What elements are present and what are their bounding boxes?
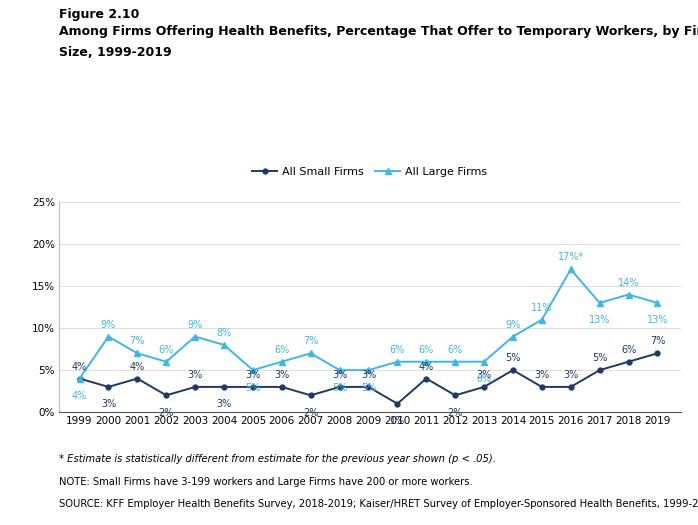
Text: 3%: 3%: [274, 370, 290, 380]
Text: 1%: 1%: [389, 416, 405, 426]
Text: 5%: 5%: [245, 383, 260, 393]
Text: 5%: 5%: [505, 353, 521, 363]
Text: 6%: 6%: [447, 345, 463, 355]
Text: 4%: 4%: [72, 391, 87, 401]
Text: 7%: 7%: [650, 337, 665, 347]
Text: 3%: 3%: [101, 400, 116, 410]
Text: 4%: 4%: [130, 362, 145, 372]
Text: 6%: 6%: [419, 345, 434, 355]
Text: 2%: 2%: [303, 408, 318, 418]
Text: Figure 2.10: Figure 2.10: [59, 8, 140, 21]
Text: 9%: 9%: [505, 320, 521, 330]
Text: 3%: 3%: [563, 370, 579, 380]
Text: 3%: 3%: [332, 370, 347, 380]
Text: 14%: 14%: [618, 278, 639, 288]
Text: 4%: 4%: [419, 362, 434, 372]
Text: 7%: 7%: [303, 337, 318, 347]
Text: 3%: 3%: [477, 370, 491, 380]
Text: 3%: 3%: [216, 400, 232, 410]
Text: 13%: 13%: [589, 316, 610, 326]
Text: SOURCE: KFF Employer Health Benefits Survey, 2018-2019; Kaiser/HRET Survey of Em: SOURCE: KFF Employer Health Benefits Sur…: [59, 499, 698, 509]
Text: * Estimate is statistically different from estimate for the previous year shown : * Estimate is statistically different fr…: [59, 454, 496, 464]
Text: 5%: 5%: [361, 383, 376, 393]
Legend: All Small Firms, All Large Firms: All Small Firms, All Large Firms: [248, 162, 492, 182]
Text: 6%: 6%: [274, 345, 290, 355]
Text: 11%: 11%: [531, 303, 553, 313]
Text: 3%: 3%: [534, 370, 549, 380]
Text: 8%: 8%: [216, 328, 232, 338]
Text: 2%: 2%: [447, 408, 463, 418]
Text: 3%: 3%: [188, 370, 202, 380]
Text: 6%: 6%: [621, 345, 636, 355]
Text: 17%*: 17%*: [558, 253, 584, 262]
Text: 5%: 5%: [592, 353, 607, 363]
Text: Among Firms Offering Health Benefits, Percentage That Offer to Temporary Workers: Among Firms Offering Health Benefits, Pe…: [59, 25, 698, 38]
Text: 6%: 6%: [477, 374, 491, 384]
Text: 6%: 6%: [158, 345, 174, 355]
Text: 3%: 3%: [361, 370, 376, 380]
Text: 13%: 13%: [647, 316, 668, 326]
Text: 7%: 7%: [130, 337, 145, 347]
Text: 6%: 6%: [389, 345, 405, 355]
Text: Size, 1999-2019: Size, 1999-2019: [59, 46, 172, 59]
Text: NOTE: Small Firms have 3-199 workers and Large Firms have 200 or more workers.: NOTE: Small Firms have 3-199 workers and…: [59, 477, 473, 487]
Text: 9%: 9%: [101, 320, 116, 330]
Text: 4%: 4%: [72, 362, 87, 372]
Text: 2%: 2%: [158, 408, 174, 418]
Text: 3%: 3%: [245, 370, 260, 380]
Text: 5%: 5%: [332, 383, 348, 393]
Text: 9%: 9%: [188, 320, 202, 330]
